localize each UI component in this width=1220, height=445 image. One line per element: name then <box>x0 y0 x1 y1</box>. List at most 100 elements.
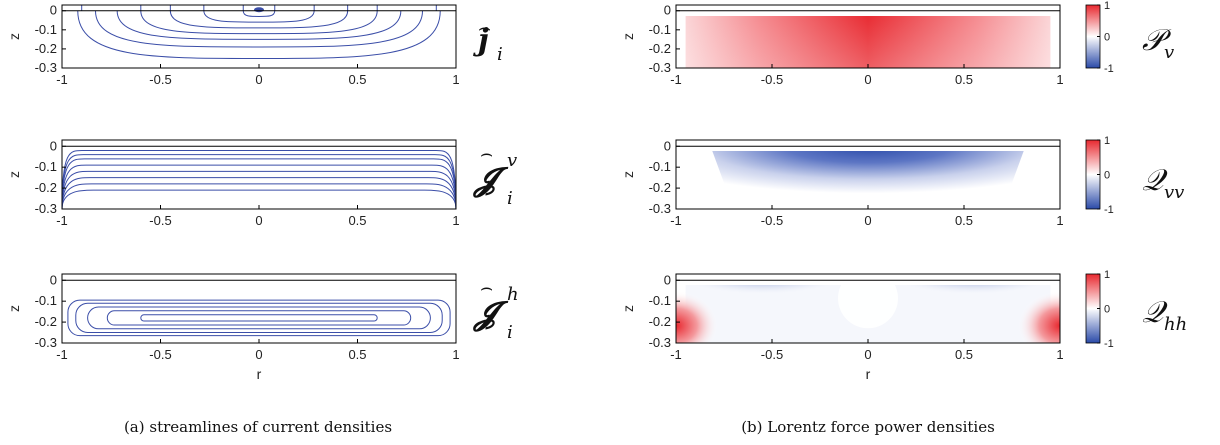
heatmap-qvv <box>712 151 1024 209</box>
symbol-qvv: 𝒬 vv <box>1142 163 1184 203</box>
streamlines-jv <box>61 149 457 210</box>
colorbar-tick-label: 1 <box>1104 0 1110 12</box>
x-tick-label: 0 <box>255 72 262 87</box>
streamline <box>203 10 315 23</box>
x-tick-label: 0 <box>255 213 262 228</box>
svg-text:⌢: ⌢ <box>480 275 493 299</box>
y-axis-label: z <box>6 33 22 40</box>
streamline <box>140 314 378 322</box>
y-tick-label: -0.3 <box>649 335 671 350</box>
streamline <box>61 164 457 210</box>
y-tick-label: -0.2 <box>649 180 671 195</box>
x-tick-label: -0.5 <box>149 213 171 228</box>
colorbar-tick-label: -1 <box>1104 338 1114 350</box>
y-tick-label: 0 <box>664 272 671 287</box>
x-tick-label: -1 <box>56 213 68 228</box>
streamline <box>61 170 457 210</box>
streamline <box>106 310 412 326</box>
svg-text:⌢: ⌢ <box>480 141 493 165</box>
svg-text:hh: hh <box>1164 314 1187 335</box>
x-tick-label: -1 <box>670 213 682 228</box>
x-tick-label: 0 <box>864 213 871 228</box>
positive-lobe <box>990 285 1060 343</box>
svg-text:v: v <box>1164 42 1174 63</box>
svg-text:⌢: ⌢ <box>478 15 491 39</box>
x-tick-label: 0.5 <box>955 347 973 362</box>
streamline <box>140 10 378 35</box>
y-tick-label: -0.3 <box>649 201 671 216</box>
axes-5: -1 -0.5 0 0.5 1 0 -0.1 -0.2 -0.3 z <box>620 138 1064 228</box>
streamlines-jh <box>67 299 451 337</box>
streamlines-j <box>77 5 441 59</box>
x-tick-label: -0.5 <box>761 213 783 228</box>
streamline <box>61 177 457 210</box>
svg-text:i: i <box>497 44 503 65</box>
x-tick-label: -0.5 <box>149 72 171 87</box>
y-tick-label: -0.2 <box>35 41 57 56</box>
colorbar-tick-label: -1 <box>1104 204 1114 216</box>
x-tick-label: 0 <box>864 72 871 87</box>
y-tick-label: -0.1 <box>649 293 671 308</box>
y-tick-label: -0.3 <box>35 60 57 75</box>
streamline <box>61 183 457 210</box>
y-axis-label: z <box>620 33 636 40</box>
symbol-jv: 𝓙 ⌢ v i <box>472 141 517 209</box>
x-tick-label: -0.5 <box>761 347 783 362</box>
x-tick-label: 1 <box>452 213 459 228</box>
x-tick-label: 0 <box>255 347 262 362</box>
streamline <box>169 10 349 29</box>
symbol-qhh: 𝒬 hh <box>1142 295 1187 335</box>
y-axis-label: z <box>620 171 636 178</box>
y-tick-label: -0.1 <box>35 293 57 308</box>
axes-6: -1 -0.5 0 0.5 1 0 -0.1 -0.2 -0.3 z r <box>620 272 1064 382</box>
svg-text:𝓙: 𝓙 <box>472 294 509 332</box>
y-tick-label: -0.1 <box>649 22 671 37</box>
colorbar-tick-label: 1 <box>1104 269 1110 281</box>
y-tick-label: -0.1 <box>35 159 57 174</box>
x-tick-label: 0.5 <box>348 347 366 362</box>
x-axis-label: r <box>257 366 262 382</box>
x-tick-label: -0.5 <box>149 347 171 362</box>
streamline <box>94 10 424 48</box>
x-tick-label: 1 <box>1056 72 1063 87</box>
x-tick-label: 0.5 <box>955 213 973 228</box>
colorbar-tick-label: -1 <box>1104 63 1114 75</box>
axes-2: -1 -0.5 0 0.5 1 0 -0.1 -0.2 -0.3 z <box>6 138 460 228</box>
x-tick-label: 0.5 <box>348 72 366 87</box>
positive-lobe <box>676 285 746 343</box>
colorbar-tick-label: 1 <box>1104 135 1110 147</box>
streamline <box>61 158 457 210</box>
y-tick-label: -0.2 <box>35 314 57 329</box>
y-axis-label: z <box>6 305 22 312</box>
y-tick-label: -0.3 <box>35 335 57 350</box>
axes-3: -1 -0.5 0 0.5 1 0 -0.1 -0.2 -0.3 z r <box>6 272 460 382</box>
source-point <box>254 7 264 13</box>
x-tick-label: -1 <box>56 347 68 362</box>
x-tick-label: 0.5 <box>348 213 366 228</box>
streamline <box>61 149 457 210</box>
colorbar: 1 0 -1 <box>1085 269 1114 350</box>
x-tick-label: 1 <box>452 72 459 87</box>
y-tick-label: -0.1 <box>35 22 57 37</box>
svg-text:𝓙: 𝓙 <box>472 160 509 198</box>
y-tick-label: 0 <box>50 3 57 18</box>
colorbar-tick-label: 0 <box>1104 304 1110 316</box>
streamline <box>116 10 402 40</box>
colorbar: 1 0 -1 <box>1085 0 1114 75</box>
axes-4: -1 -0.5 0 0.5 1 0 -0.1 -0.2 -0.3 z <box>620 3 1064 87</box>
y-tick-label: -0.2 <box>35 180 57 195</box>
symbol-pv: 𝒫 v <box>1142 23 1174 63</box>
streamline <box>242 10 276 17</box>
x-tick-label: -0.5 <box>761 72 783 87</box>
streamline <box>61 189 457 210</box>
svg-text:h: h <box>507 284 519 305</box>
x-tick-label: 1 <box>452 347 459 362</box>
x-tick-label: 0.5 <box>955 72 973 87</box>
streamline <box>67 299 451 337</box>
colorbar: 1 0 -1 <box>1085 135 1114 216</box>
streamline <box>87 306 431 330</box>
y-tick-label: -0.3 <box>35 201 57 216</box>
heatmap-qhh <box>676 285 1060 343</box>
y-tick-label: 0 <box>50 272 57 287</box>
